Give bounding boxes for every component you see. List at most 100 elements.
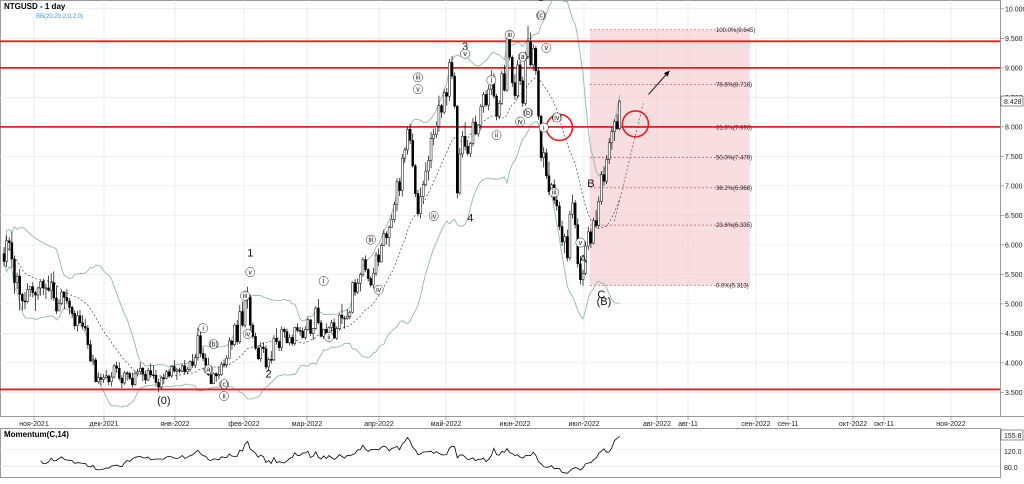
- candle: [81, 315, 84, 330]
- candle: [343, 315, 346, 329]
- candle-up: [387, 226, 391, 239]
- candle-down: [317, 307, 320, 324]
- candle: [196, 328, 200, 361]
- x-tick-label: апр-2022: [364, 421, 394, 428]
- candle: [403, 147, 407, 163]
- candle: [364, 255, 367, 273]
- candle: [89, 339, 92, 362]
- candle-up: [382, 233, 386, 246]
- sub-wave-label: ii: [327, 334, 331, 341]
- candle: [144, 370, 147, 385]
- candle-down: [456, 105, 459, 194]
- candle: [610, 127, 614, 150]
- candle-up: [458, 153, 462, 194]
- candle: [581, 269, 585, 286]
- sub-wave-circle: [219, 379, 229, 390]
- candle: [495, 93, 498, 121]
- candle-down: [99, 377, 103, 380]
- candle: [340, 303, 344, 324]
- candle-down: [555, 199, 559, 207]
- x-tick-label: окт-2022: [839, 421, 867, 428]
- candle: [414, 164, 417, 198]
- candle-down: [377, 254, 380, 263]
- candle-up: [212, 373, 215, 384]
- candle-down: [453, 75, 456, 107]
- candle-up: [123, 372, 126, 384]
- candle-up: [228, 340, 231, 359]
- candle-up: [170, 366, 173, 377]
- candle-up: [288, 337, 291, 344]
- candle-down: [537, 70, 540, 117]
- candles: [2, 25, 621, 393]
- candle: [91, 355, 95, 366]
- candle-up: [607, 142, 611, 160]
- candle: [456, 105, 459, 199]
- candle: [7, 237, 11, 251]
- candle-down: [340, 314, 344, 319]
- bollinger-bands: [3, 0, 621, 408]
- candle-down: [162, 377, 166, 379]
- candle-down: [81, 322, 84, 327]
- candle: [102, 374, 105, 383]
- chart-title: NTGUSD - 1 day: [4, 2, 66, 11]
- candle: [482, 92, 485, 113]
- candle-up: [487, 88, 490, 106]
- candle: [175, 367, 179, 381]
- candle-up: [136, 371, 139, 374]
- candle: [212, 372, 215, 385]
- sub-wave-circle: [575, 237, 586, 248]
- sub-wave-circle: [373, 284, 384, 295]
- candle: [479, 103, 483, 131]
- candle: [539, 114, 543, 162]
- candle-down: [566, 236, 569, 259]
- y-tick-label: 4.000: [1005, 360, 1023, 367]
- sub-wave-circle: [536, 10, 546, 21]
- fib-level-label: 50.0%(7.479): [716, 156, 752, 162]
- candle: [233, 323, 236, 347]
- sub-wave-label: v: [579, 240, 583, 247]
- current-price-label: 8.428: [1004, 99, 1022, 106]
- candle: [361, 257, 365, 277]
- candle: [2, 247, 6, 267]
- candle-down: [178, 369, 181, 372]
- candle: [387, 225, 391, 247]
- candle-up: [374, 254, 378, 274]
- candle: [204, 353, 207, 368]
- candle-down: [518, 64, 522, 82]
- candle-up: [471, 121, 475, 144]
- candle: [469, 141, 472, 157]
- candle-up: [542, 152, 545, 158]
- candle-up: [188, 361, 192, 370]
- candle: [68, 297, 71, 315]
- candle-down: [63, 291, 66, 298]
- candle: [560, 220, 564, 247]
- candle: [547, 161, 551, 196]
- candle-down: [416, 193, 420, 214]
- candle: [345, 309, 349, 320]
- candle-down: [94, 359, 97, 383]
- candle: [146, 367, 150, 382]
- wave-label: (0): [157, 395, 170, 407]
- candle-up: [348, 311, 352, 317]
- candle: [228, 337, 231, 359]
- sub-wave-circle: [318, 276, 329, 286]
- candle: [10, 231, 14, 268]
- y-tick-label: 3.500: [1005, 390, 1023, 397]
- sub-wave-label: iv: [376, 287, 382, 294]
- candle-down: [157, 382, 160, 388]
- fib-level-label: 78.6%(8.718): [716, 82, 752, 88]
- candle-up: [5, 240, 8, 262]
- sub-wave-circle: [538, 122, 549, 133]
- candle-down: [23, 300, 27, 303]
- candle-up: [112, 365, 116, 378]
- candle: [377, 248, 380, 267]
- candle: [568, 210, 572, 261]
- candle-down: [445, 92, 449, 97]
- candle: [83, 318, 87, 332]
- x-tick-label: сен-2022: [741, 421, 770, 428]
- bollinger-upper: [3, 0, 621, 368]
- candle: [73, 310, 76, 330]
- candle-up: [159, 377, 163, 388]
- candle: [201, 347, 205, 362]
- candle: [99, 373, 103, 386]
